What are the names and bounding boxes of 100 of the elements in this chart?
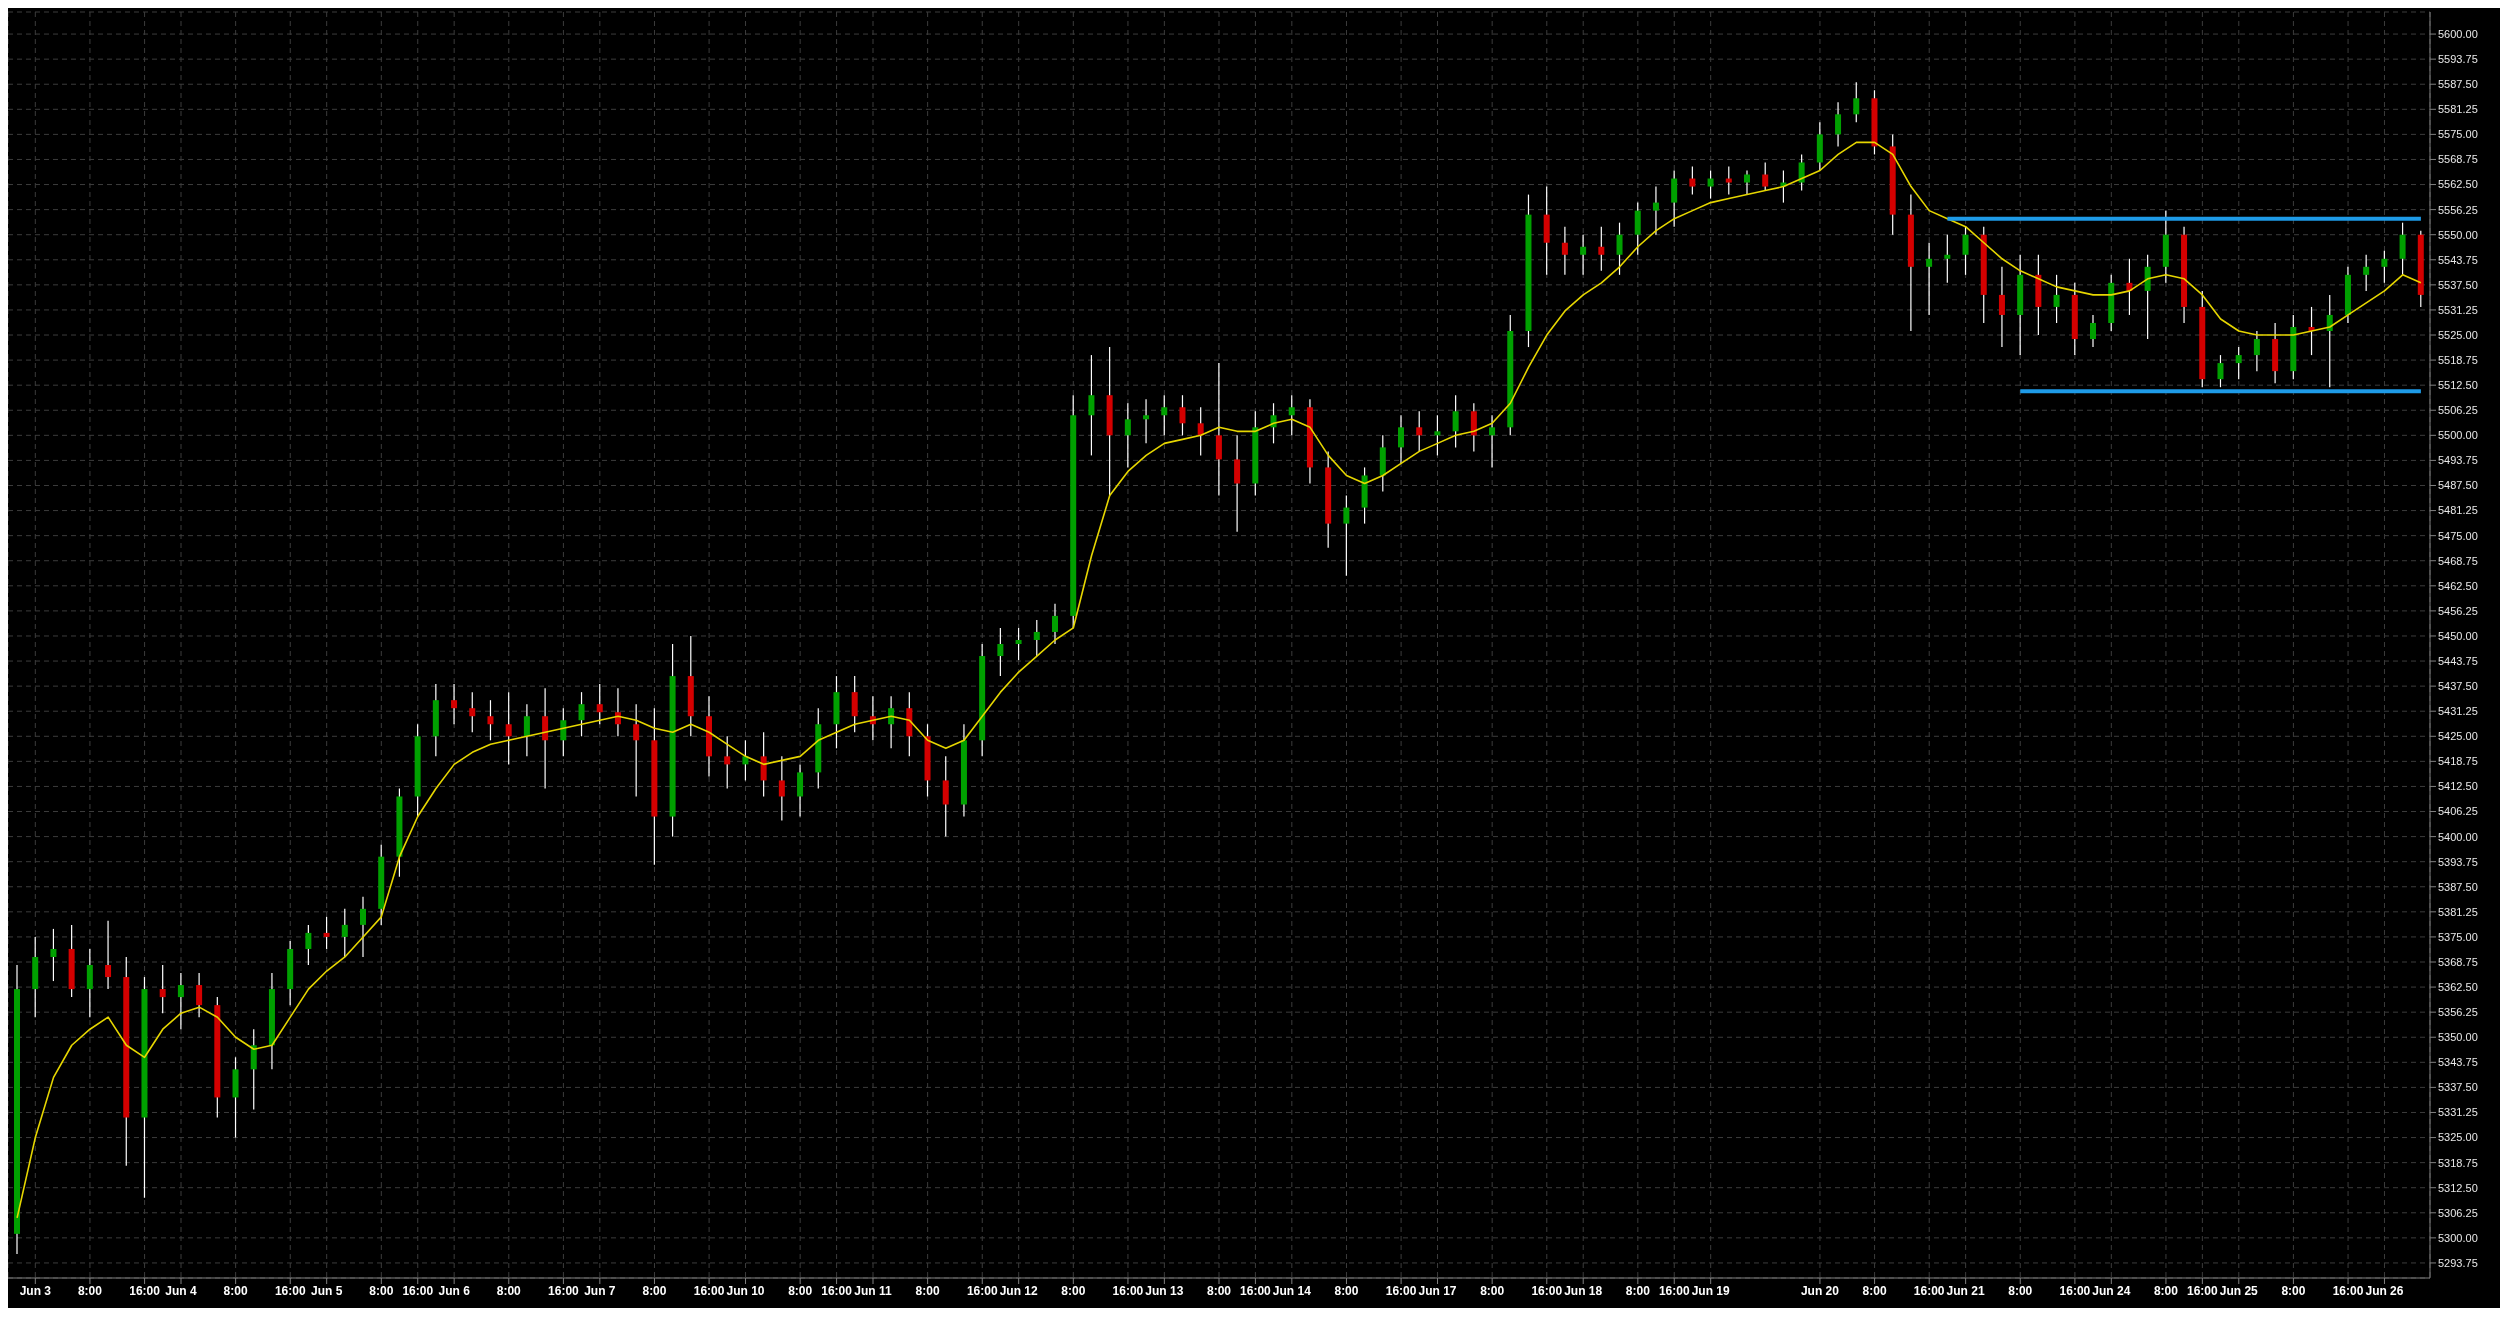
x-tick-label: 16:00	[274, 1283, 306, 1298]
y-tick-label: 5500.00	[2438, 429, 2478, 442]
candlestick	[1561, 226, 1568, 276]
y-tick-label: 5368.75	[2438, 955, 2478, 968]
y-tick-label: 5331.25	[2438, 1106, 2478, 1119]
candlestick	[341, 908, 348, 958]
x-tick-label: Jun 10	[726, 1283, 765, 1298]
y-tick-label: 5325.00	[2438, 1131, 2478, 1144]
candlestick	[1744, 169, 1750, 196]
candlestick	[1179, 394, 1186, 436]
candlestick	[1088, 354, 1095, 456]
x-tick-label: 16:00	[2332, 1283, 2364, 1298]
x-tick-label: 8:00	[1862, 1283, 1887, 1298]
x-tick-label: Jun 24	[2092, 1283, 2131, 1298]
x-tick-label: Jun 17	[1418, 1283, 1457, 1298]
y-tick-label: 5462.50	[2438, 579, 2478, 592]
y-tick-label: 5531.25	[2438, 303, 2478, 316]
y-tick-label: 5593.75	[2438, 53, 2478, 66]
x-tick-label: 16:00	[2059, 1283, 2091, 1298]
y-tick-label: 5506.25	[2438, 404, 2478, 417]
candlestick	[1416, 410, 1423, 452]
x-tick-label: Jun 20	[1800, 1283, 1840, 1298]
x-tick-label: 8:00	[2008, 1283, 2033, 1298]
x-tick-label: 8:00	[788, 1283, 813, 1298]
y-tick-label: 5556.25	[2438, 203, 2478, 216]
y-tick-label: 5356.25	[2438, 1006, 2478, 1019]
candlestick	[578, 691, 585, 737]
candlestick	[451, 683, 458, 725]
y-tick-label: 5600.00	[2438, 27, 2478, 40]
x-tick-label: Jun 14	[1272, 1283, 1312, 1298]
y-tick-label: 5375.00	[2438, 930, 2478, 943]
x-tick-label: 16:00	[1531, 1283, 1563, 1298]
y-tick-label: 5575.00	[2438, 128, 2478, 141]
candlestick	[196, 972, 203, 1018]
x-tick-label: 8:00	[223, 1283, 248, 1298]
candlestick	[159, 964, 166, 1014]
x-tick-label: 16:00	[821, 1283, 853, 1298]
x-tick-label: 8:00	[1625, 1283, 1651, 1298]
y-tick-label: 5412.50	[2438, 780, 2478, 793]
y-tick-label: 5568.75	[2438, 153, 2478, 166]
x-tick-label: 16:00	[693, 1283, 725, 1298]
candlestick	[1725, 165, 1732, 196]
candlestick	[1762, 161, 1769, 192]
candlestick	[596, 683, 603, 725]
candlestick	[2363, 254, 2370, 292]
candlestick	[1962, 226, 1969, 276]
y-tick-label: 5300.00	[2438, 1231, 2478, 1244]
candlestick	[560, 707, 567, 757]
y-tick-label: 5562.50	[2438, 178, 2478, 191]
candlestick	[1652, 185, 1659, 236]
candlestick	[1343, 494, 1350, 577]
candlestick	[778, 755, 785, 822]
y-tick-label: 5581.25	[2438, 103, 2478, 116]
candlestick	[1707, 169, 1714, 200]
x-tick-label: 16:00	[1240, 1283, 1272, 1298]
x-tick-label: 8:00	[369, 1283, 394, 1298]
x-tick-label: Jun 3	[19, 1283, 52, 1298]
y-tick-label: 5362.50	[2438, 980, 2478, 993]
x-tick-label: Jun 5	[311, 1283, 343, 1298]
candlestick	[1434, 414, 1441, 456]
x-tick-label: Jun 19	[1691, 1283, 1731, 1298]
candlestick	[2053, 274, 2060, 324]
y-tick-label: 5437.50	[2438, 680, 2478, 693]
x-tick-label: 16:00	[966, 1283, 998, 1298]
line-series	[16, 141, 2422, 1219]
y-tick-label: 5443.75	[2438, 654, 2478, 667]
candlestick	[2253, 330, 2260, 372]
candlestick	[1798, 153, 1805, 192]
y-tick-label: 5306.25	[2438, 1206, 2478, 1219]
x-tick-label: 8:00	[642, 1283, 667, 1298]
candlestick	[2217, 354, 2224, 388]
x-tick-label: 16:00	[1385, 1283, 1417, 1298]
y-tick-label: 5537.50	[2438, 278, 2478, 291]
x-tick-label: 16:00	[1658, 1283, 1690, 1298]
y-tick-label: 5293.75	[2438, 1256, 2478, 1269]
y-tick-label: 5387.50	[2438, 880, 2478, 893]
y-tick-label: 5381.25	[2438, 905, 2478, 918]
x-tick-label: 8:00	[1206, 1283, 1232, 1298]
x-tick-label: 8:00	[915, 1283, 940, 1298]
candlestick	[2381, 250, 2388, 284]
y-tick-label: 5456.25	[2438, 604, 2478, 617]
candlestick	[105, 920, 112, 990]
y-tick-label: 5493.75	[2438, 454, 2478, 467]
candlestick	[1944, 234, 1951, 284]
x-tick-label: 8:00	[77, 1283, 103, 1298]
candlestick	[323, 916, 330, 950]
candlestick	[469, 691, 476, 733]
y-tick-label: 5418.75	[2438, 755, 2478, 768]
candlestick	[1689, 165, 1696, 196]
x-tick-label: Jun 4	[165, 1283, 197, 1298]
y-tick-label: 5550.00	[2438, 228, 2478, 241]
candlestick	[1489, 414, 1496, 469]
candlestick	[1015, 627, 1022, 661]
y-tick-label: 5512.50	[2438, 379, 2478, 392]
y-tick-label: 5312.50	[2438, 1181, 2478, 1194]
x-tick-label: Jun 18	[1564, 1283, 1603, 1298]
candlestick	[1143, 398, 1150, 444]
candlestick	[997, 627, 1004, 677]
x-tick-label: Jun 6	[438, 1283, 471, 1298]
candlestick	[633, 703, 640, 798]
